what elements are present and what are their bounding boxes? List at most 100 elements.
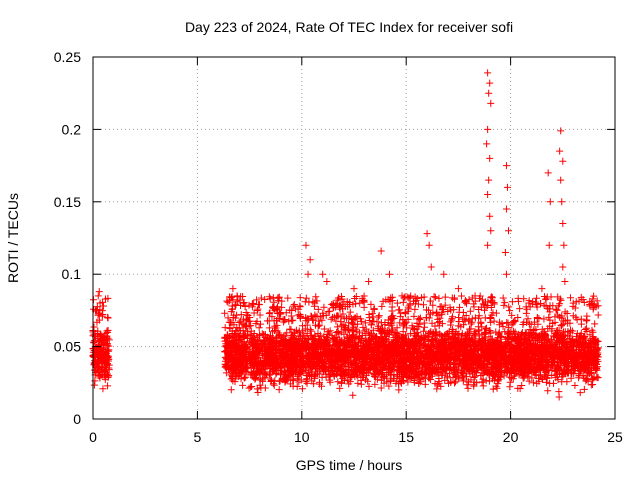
data-point [354, 372, 362, 380]
data-point [266, 324, 274, 332]
data-point [541, 333, 549, 341]
data-point [275, 377, 283, 385]
data-point [532, 326, 540, 334]
data-point [555, 393, 563, 401]
data-point [466, 325, 474, 333]
data-point [97, 366, 105, 374]
data-point [244, 327, 252, 335]
data-point [543, 374, 551, 382]
data-point [336, 384, 344, 392]
data-point [315, 378, 323, 386]
data-point [485, 377, 493, 385]
data-point [403, 324, 411, 332]
data-point [103, 340, 111, 348]
data-point [311, 345, 319, 353]
data-point [328, 332, 336, 340]
data-point [329, 335, 337, 343]
data-point [333, 323, 341, 331]
data-point [283, 376, 291, 384]
data-point [287, 326, 295, 334]
data-point [581, 326, 589, 334]
data-point [101, 367, 109, 375]
data-point [511, 330, 519, 338]
data-point [365, 382, 373, 390]
data-point [516, 332, 524, 340]
data-point [306, 326, 314, 334]
data-point [400, 320, 408, 328]
data-point [462, 361, 470, 369]
data-point [298, 385, 306, 393]
data-point [314, 322, 322, 330]
data-point [221, 324, 229, 332]
data-point [105, 336, 113, 344]
data-point [102, 355, 110, 363]
data-point [458, 330, 466, 338]
data-point [271, 322, 279, 330]
data-point [493, 336, 501, 344]
data-point [411, 325, 419, 333]
data-point [421, 380, 429, 388]
data-point [228, 327, 236, 335]
data-point [90, 339, 98, 347]
data-point [420, 357, 428, 365]
data-point [301, 362, 309, 370]
data-point [594, 374, 602, 382]
data-point [99, 298, 107, 306]
data-point [550, 358, 558, 366]
data-point [250, 329, 258, 337]
data-point [385, 382, 393, 390]
data-point [505, 324, 513, 332]
data-point [314, 329, 322, 337]
data-point [269, 328, 277, 336]
data-point [93, 335, 101, 343]
data-point [389, 325, 397, 333]
data-point [104, 313, 112, 321]
data-point [320, 325, 328, 333]
data-point [580, 385, 588, 393]
data-point [380, 335, 388, 343]
data-point [93, 346, 101, 354]
data-point [104, 294, 112, 302]
data-point [96, 306, 104, 314]
data-point [433, 385, 441, 393]
data-point [275, 386, 283, 394]
data-point [490, 317, 498, 325]
data-point [395, 386, 403, 394]
data-point [548, 327, 556, 335]
data-point [345, 319, 353, 327]
data-point [336, 348, 344, 356]
data-point [100, 341, 108, 349]
data-point [463, 381, 471, 389]
data-point [348, 326, 356, 334]
data-point [240, 374, 248, 382]
data-point [420, 327, 428, 335]
data-point [93, 344, 101, 352]
data-point [103, 327, 111, 335]
data-point [334, 378, 342, 386]
data-point [227, 386, 235, 394]
data-point [93, 360, 101, 368]
data-point [104, 382, 112, 390]
data-point [229, 374, 237, 382]
data-point [247, 383, 255, 391]
data-point [377, 384, 385, 392]
data-point [451, 379, 459, 387]
data-point [326, 378, 334, 386]
data-point [95, 316, 103, 324]
data-point [490, 376, 498, 384]
data-point [253, 385, 261, 393]
data-point [295, 378, 303, 386]
data-point [503, 318, 511, 326]
data-point [272, 324, 280, 332]
data-point [333, 334, 341, 342]
data-point [254, 388, 262, 396]
data-point [378, 324, 386, 332]
data-point [90, 305, 98, 313]
data-point [470, 381, 478, 389]
data-point [90, 330, 98, 338]
data-point [341, 377, 349, 385]
data-point [90, 381, 98, 389]
data-point [593, 373, 601, 381]
